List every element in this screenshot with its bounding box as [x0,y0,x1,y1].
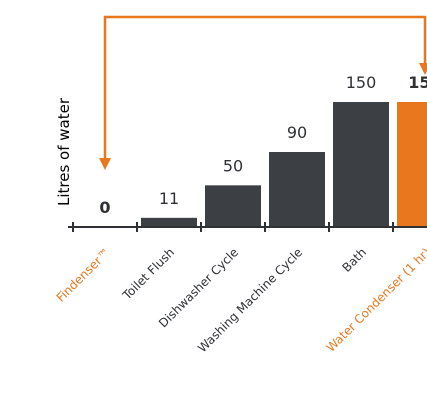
bar-1 [141,218,197,227]
bar-5 [397,102,427,227]
category-label-4: Bath [339,245,369,275]
category-label-5: Water Condenser (1 hr) [324,245,427,355]
y-axis-label: Litres of water [55,97,73,206]
bar-4 [333,102,389,227]
bar-3 [269,152,325,227]
bars-group [141,102,427,227]
category-label-3: Washing Machine Cycle [195,245,305,355]
arrow-head [99,158,111,170]
category-label-0: Findenser™ [54,245,114,305]
value-label-3: 90 [287,123,307,142]
value-label-5: 150 [408,73,427,92]
value-label-4: 150 [346,73,377,92]
bar-2 [205,185,261,227]
category-label-1: Toilet Flush [119,245,177,303]
value-label-0: 0 [99,198,110,217]
value-label-2: 50 [223,156,243,175]
value-label-1: 11 [159,189,179,208]
